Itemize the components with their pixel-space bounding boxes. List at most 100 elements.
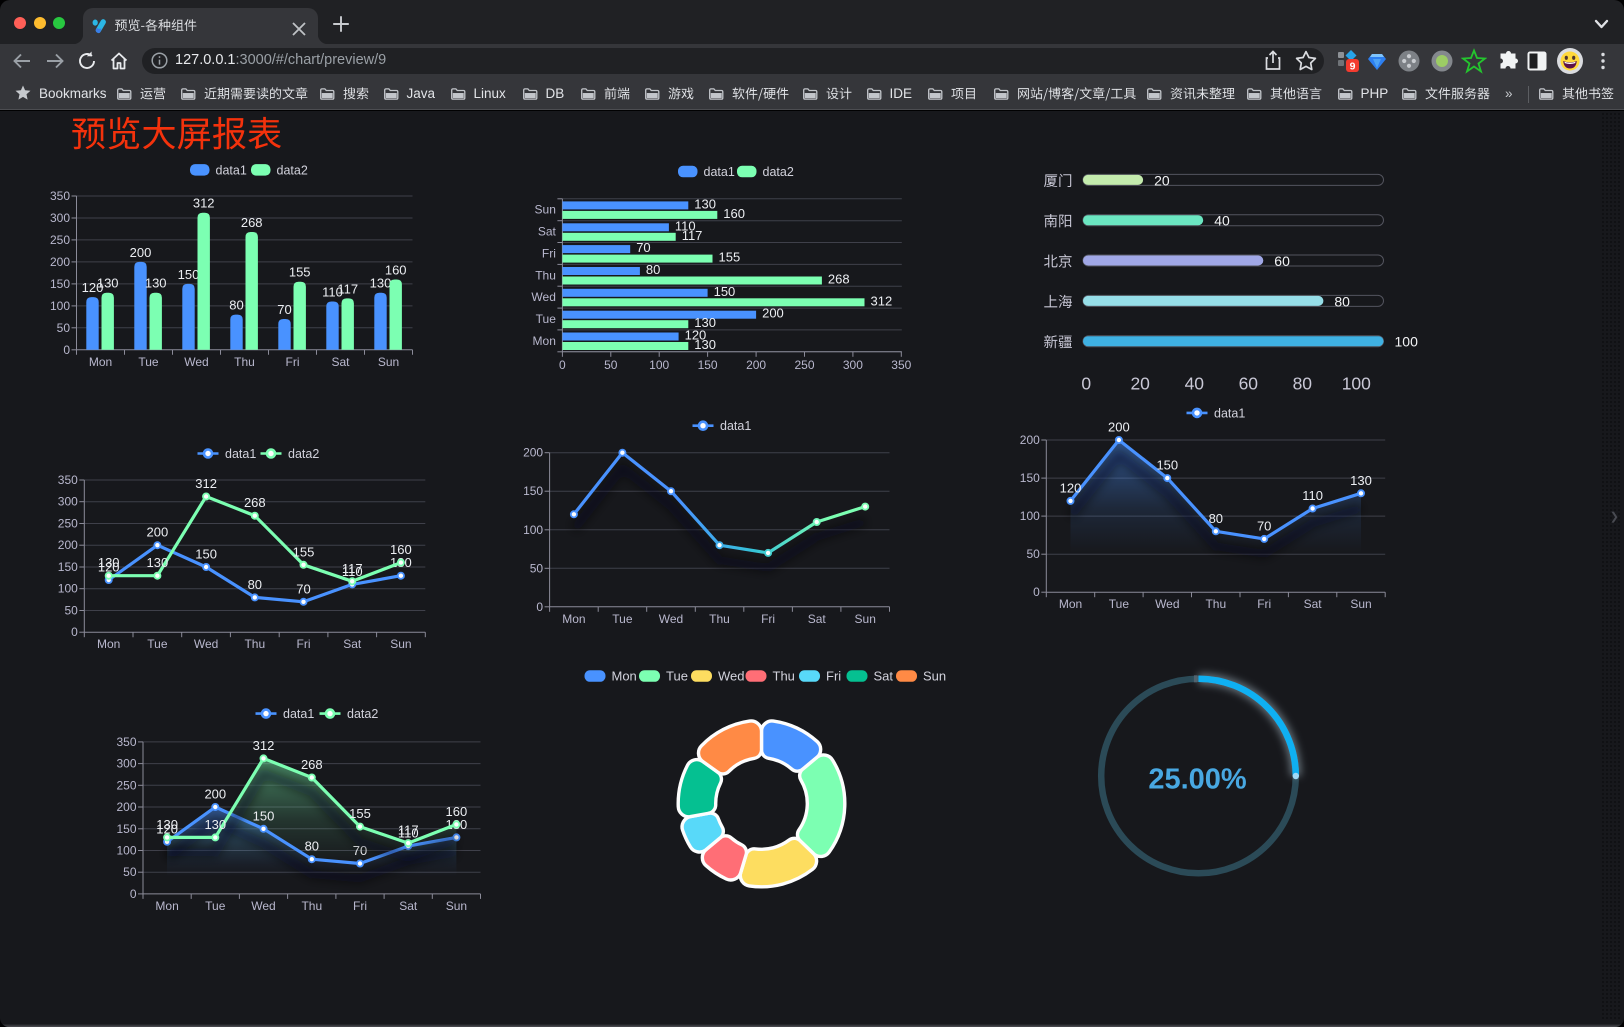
svg-text:117: 117 — [342, 561, 363, 576]
svg-text:70: 70 — [636, 240, 650, 255]
svg-text:Mon: Mon — [97, 637, 120, 651]
svg-text:100: 100 — [1020, 509, 1040, 523]
svg-text:9: 9 — [1350, 61, 1356, 73]
svg-text:60: 60 — [1239, 374, 1259, 394]
svg-text:150: 150 — [1020, 471, 1040, 485]
svg-text:350: 350 — [58, 473, 78, 487]
svg-text:Mon: Mon — [612, 669, 637, 684]
svg-text:0: 0 — [559, 358, 566, 372]
svg-text:312: 312 — [193, 196, 215, 211]
svg-text:130: 130 — [1350, 473, 1372, 488]
svg-text:80: 80 — [248, 577, 262, 592]
svg-text:Tue: Tue — [147, 637, 168, 651]
svg-text:130: 130 — [370, 276, 392, 291]
svg-text:100: 100 — [116, 844, 136, 858]
svg-text:Mon: Mon — [533, 334, 556, 348]
svg-text:150: 150 — [195, 547, 217, 562]
svg-text:110: 110 — [1302, 488, 1323, 503]
svg-text:200: 200 — [762, 306, 784, 321]
svg-text:Mon: Mon — [155, 899, 178, 913]
svg-text:268: 268 — [241, 215, 263, 230]
svg-text:200: 200 — [58, 538, 78, 552]
svg-text:Thu: Thu — [234, 355, 255, 369]
svg-text:Tue: Tue — [205, 899, 226, 913]
svg-text:250: 250 — [50, 233, 70, 247]
svg-text:130: 130 — [147, 555, 169, 570]
svg-text:130: 130 — [156, 817, 178, 832]
svg-text:130: 130 — [694, 337, 716, 352]
svg-text:200: 200 — [130, 245, 152, 260]
svg-text:Fri: Fri — [1257, 597, 1271, 611]
svg-text:110: 110 — [322, 285, 343, 300]
svg-text:100: 100 — [58, 582, 78, 596]
svg-text:Thu: Thu — [301, 899, 322, 913]
svg-text:data2: data2 — [763, 165, 794, 179]
svg-text:350: 350 — [116, 735, 136, 749]
svg-text:Sun: Sun — [535, 203, 556, 217]
svg-text:150: 150 — [714, 284, 736, 299]
svg-text:155: 155 — [289, 265, 311, 280]
svg-text:160: 160 — [390, 542, 412, 557]
svg-text:100: 100 — [50, 299, 70, 313]
svg-text:Wed: Wed — [194, 637, 218, 651]
svg-text:Thu: Thu — [1205, 597, 1226, 611]
svg-text:Thu: Thu — [709, 612, 730, 626]
svg-text:Fri: Fri — [297, 637, 311, 651]
svg-text:0: 0 — [71, 625, 78, 639]
svg-text:117: 117 — [398, 823, 419, 838]
svg-text:268: 268 — [244, 495, 266, 510]
svg-text:60: 60 — [1274, 253, 1290, 269]
svg-text:200: 200 — [116, 800, 136, 814]
svg-text:70: 70 — [1257, 518, 1271, 533]
svg-text:130: 130 — [97, 276, 119, 291]
svg-text:Sun: Sun — [923, 669, 946, 684]
svg-text:Sun: Sun — [390, 637, 411, 651]
svg-text:80: 80 — [229, 298, 243, 313]
svg-text:150: 150 — [178, 267, 200, 282]
svg-text:Sat: Sat — [538, 225, 557, 239]
svg-text:155: 155 — [293, 544, 315, 559]
svg-text:250: 250 — [116, 778, 136, 792]
svg-text:200: 200 — [1020, 433, 1040, 447]
svg-text:200: 200 — [50, 255, 70, 269]
svg-text:Sat: Sat — [874, 669, 894, 684]
svg-text:Fri: Fri — [286, 355, 300, 369]
svg-text:Sat: Sat — [331, 355, 350, 369]
svg-text:Fri: Fri — [761, 612, 775, 626]
svg-text:50: 50 — [530, 561, 544, 575]
svg-text:25.00%: 25.00% — [1148, 763, 1247, 795]
svg-text:100: 100 — [523, 523, 543, 537]
svg-text:Sun: Sun — [446, 899, 467, 913]
svg-text:Fri: Fri — [826, 669, 841, 684]
svg-text:Wed: Wed — [659, 612, 683, 626]
svg-text:data2: data2 — [347, 707, 378, 721]
svg-text:200: 200 — [147, 525, 169, 540]
svg-text:312: 312 — [871, 293, 893, 308]
svg-text:110: 110 — [398, 826, 419, 841]
svg-text:Fri: Fri — [542, 246, 556, 260]
svg-text:110: 110 — [675, 218, 696, 233]
svg-text:0: 0 — [63, 343, 70, 357]
svg-text:80: 80 — [1334, 293, 1350, 309]
svg-text:268: 268 — [828, 272, 850, 287]
svg-text:150: 150 — [523, 484, 543, 498]
svg-text:Tue: Tue — [138, 355, 159, 369]
svg-text:Tue: Tue — [666, 669, 688, 684]
svg-text:Thu: Thu — [244, 637, 265, 651]
svg-text:data2: data2 — [288, 447, 319, 461]
svg-text:150: 150 — [1156, 458, 1178, 473]
svg-text:50: 50 — [57, 321, 71, 335]
svg-text:130: 130 — [694, 315, 716, 330]
svg-text:40: 40 — [1185, 374, 1205, 394]
svg-text:80: 80 — [1293, 374, 1313, 394]
svg-text:data2: data2 — [277, 163, 308, 177]
svg-text:200: 200 — [204, 787, 226, 802]
svg-text:Sat: Sat — [343, 637, 362, 651]
svg-text:Wed: Wed — [718, 669, 745, 684]
svg-text:200: 200 — [523, 446, 543, 460]
svg-text:300: 300 — [58, 495, 78, 509]
svg-text:150: 150 — [698, 358, 718, 372]
svg-text:350: 350 — [891, 358, 911, 372]
svg-text:20: 20 — [1154, 172, 1170, 188]
svg-text:Thu: Thu — [535, 268, 556, 282]
